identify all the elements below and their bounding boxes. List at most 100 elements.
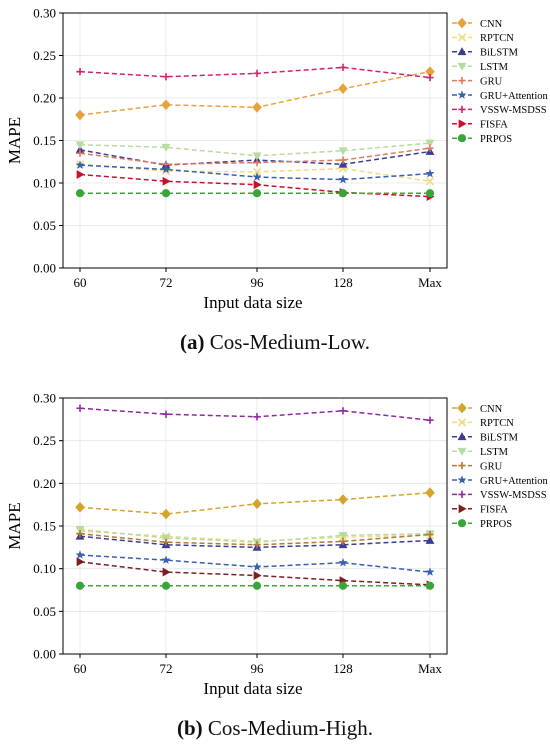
series-vssw-msdss bbox=[76, 63, 434, 82]
y-axis-label: MAPE bbox=[5, 502, 24, 549]
data-point bbox=[338, 581, 348, 590]
x-tick-label: 72 bbox=[160, 275, 173, 290]
x-tick-label: 60 bbox=[74, 275, 87, 290]
legend-label: FISFA bbox=[480, 505, 508, 516]
data-point bbox=[338, 189, 348, 198]
y-tick-label: 0.15 bbox=[33, 133, 56, 148]
x-tick-label: 128 bbox=[333, 661, 353, 676]
data-point bbox=[339, 537, 347, 545]
data-point bbox=[425, 189, 435, 198]
x-axis-label: Input data size bbox=[203, 679, 302, 698]
legend-label: PRPOS bbox=[480, 134, 512, 145]
legend: CNN RPTCN BiLSTM LSTM GRU GRU+Attention VSSW-M… bbox=[452, 17, 549, 145]
y-tick-label: 0.05 bbox=[33, 218, 56, 233]
data-point bbox=[161, 143, 171, 152]
data-point bbox=[338, 532, 348, 541]
data-point bbox=[338, 159, 348, 168]
legend-marker bbox=[457, 47, 467, 56]
legend-label: VSSW-MSDSS bbox=[480, 490, 547, 501]
legend-label: LSTM bbox=[480, 62, 509, 73]
data-point bbox=[253, 571, 262, 580]
data-point bbox=[75, 550, 85, 560]
data-point bbox=[425, 487, 435, 499]
data-point bbox=[161, 581, 171, 590]
series-gru bbox=[76, 530, 434, 549]
data-point bbox=[339, 407, 347, 415]
caption-a-text: Cos-Medium-Low. bbox=[204, 330, 370, 354]
legend-marker bbox=[458, 119, 467, 129]
legend-marker bbox=[457, 33, 467, 42]
y-tick-label: 0.10 bbox=[33, 561, 56, 576]
data-point bbox=[76, 404, 84, 412]
data-point bbox=[162, 176, 171, 186]
legend-label: RPTCN bbox=[480, 418, 514, 429]
data-point bbox=[161, 534, 171, 543]
x-tick-label: 96 bbox=[251, 275, 265, 290]
y-tick-label: 0.15 bbox=[33, 519, 56, 534]
data-point bbox=[161, 164, 171, 174]
legend-marker bbox=[457, 447, 467, 456]
data-point bbox=[253, 413, 261, 421]
series-cnn bbox=[75, 487, 435, 520]
legend-label: GRU+Attention bbox=[480, 91, 549, 102]
series-vssw-msdss bbox=[76, 404, 434, 424]
caption-b-text: Cos-Medium-High. bbox=[202, 716, 373, 740]
caption-a: (a) Cos-Medium-Low. bbox=[0, 330, 550, 355]
x-tick-label: 72 bbox=[160, 661, 173, 676]
y-tick-label: 0.25 bbox=[33, 433, 56, 448]
legend-label: BiLSTM bbox=[480, 433, 519, 444]
data-point bbox=[338, 147, 348, 156]
data-point bbox=[161, 99, 171, 111]
series-bilstm bbox=[75, 145, 435, 169]
data-point bbox=[162, 410, 170, 418]
caption-b-letter: (b) bbox=[177, 716, 203, 740]
data-point bbox=[426, 144, 434, 152]
legend-label: BiLSTM bbox=[480, 48, 519, 59]
data-point bbox=[161, 555, 171, 565]
chart-panel-1: 0.00 0.05 0.10 0.15 0.20 0.25 0.30 60 72 96 128 Max… bbox=[5, 391, 549, 699]
data-point bbox=[76, 170, 85, 179]
legend-label: FISFA bbox=[480, 120, 508, 131]
legend-label: RPTCN bbox=[480, 33, 514, 44]
legend-label: LSTM bbox=[480, 447, 509, 458]
legend-marker bbox=[458, 490, 466, 498]
data-point bbox=[426, 74, 434, 82]
data-point bbox=[252, 189, 262, 198]
series-gru-attention bbox=[75, 160, 435, 184]
data-point bbox=[252, 172, 262, 182]
caption-a-letter: (a) bbox=[180, 330, 205, 354]
legend-marker bbox=[457, 432, 467, 441]
legend-label: CNN bbox=[480, 19, 503, 30]
data-point bbox=[253, 541, 261, 549]
y-tick-label: 0.30 bbox=[33, 391, 56, 406]
x-axis-label: Input data size bbox=[203, 293, 302, 312]
legend-marker bbox=[458, 504, 467, 514]
x-tick-label: Max bbox=[418, 661, 442, 676]
data-point bbox=[252, 167, 262, 177]
data-point bbox=[75, 141, 85, 150]
data-point bbox=[338, 83, 348, 95]
data-point bbox=[425, 535, 435, 544]
data-point bbox=[75, 160, 85, 170]
data-point bbox=[162, 538, 170, 546]
series-prpos bbox=[75, 189, 435, 198]
data-point bbox=[426, 530, 434, 539]
x-tick-label: 128 bbox=[333, 275, 353, 290]
data-point bbox=[76, 530, 84, 538]
caption-b: (b) Cos-Medium-High. bbox=[0, 716, 550, 741]
legend-marker bbox=[457, 474, 467, 485]
legend-label: GRU bbox=[480, 76, 503, 87]
y-tick-label: 0.00 bbox=[33, 261, 56, 276]
data-point bbox=[253, 159, 261, 167]
legend-marker bbox=[457, 134, 467, 143]
data-point bbox=[76, 149, 84, 157]
data-point bbox=[161, 189, 171, 198]
data-point bbox=[252, 152, 262, 161]
data-point bbox=[75, 501, 85, 513]
data-point bbox=[425, 177, 435, 186]
legend-marker bbox=[457, 89, 467, 100]
data-point bbox=[338, 557, 348, 567]
data-point bbox=[338, 174, 348, 184]
